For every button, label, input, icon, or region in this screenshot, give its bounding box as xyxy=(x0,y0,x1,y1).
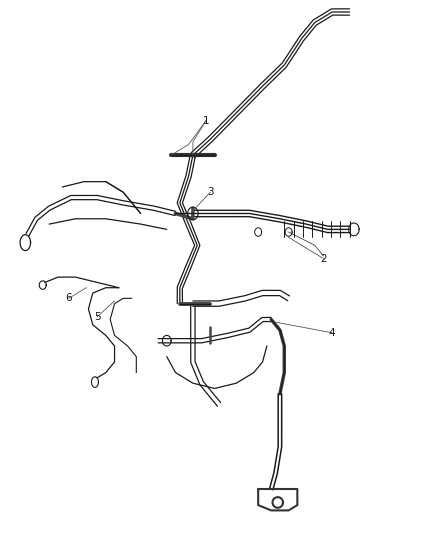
Text: 3: 3 xyxy=(207,187,214,197)
Text: 5: 5 xyxy=(94,312,100,322)
Text: 2: 2 xyxy=(320,254,327,263)
Text: 6: 6 xyxy=(66,293,72,303)
Text: 4: 4 xyxy=(329,328,336,338)
Text: 1: 1 xyxy=(203,116,209,126)
